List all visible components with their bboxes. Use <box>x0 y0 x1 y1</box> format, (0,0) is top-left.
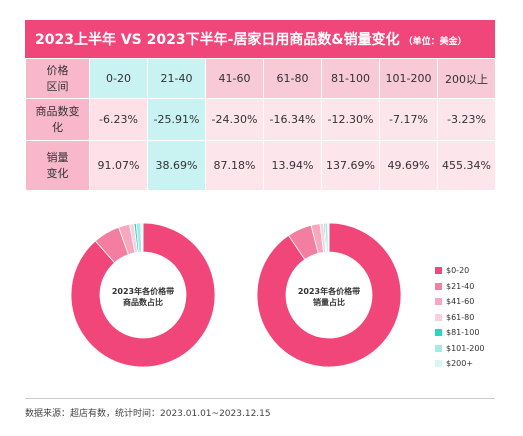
legend-item: $0-20 <box>435 263 485 279</box>
donut-center-label-product-count: 2023年各价格带 商品数占比 <box>103 286 183 308</box>
price-range-cell: 200以上 <box>437 58 496 99</box>
donut-slice-200-plus <box>140 222 144 253</box>
legend-label: $61-80 <box>446 312 475 322</box>
table-cell: -24.30% <box>205 98 264 141</box>
legend-swatch <box>435 329 442 337</box>
legend-item: $101-200 <box>435 341 485 357</box>
footer-divider <box>25 398 495 399</box>
price-range-cell: 61-80 <box>263 58 322 99</box>
table-row-sales: 销量变化 91.07% 38.69% 87.18% 13.94% 137.69%… <box>25 140 496 191</box>
table-cell: 91.07% <box>89 140 148 191</box>
row-label: 商品数变化 <box>25 98 90 141</box>
price-range-table: 价格区间 0-20 21-40 41-60 61-80 81-100 101-2… <box>25 58 496 191</box>
table-cell: 49.69% <box>379 140 438 191</box>
price-range-cell: 0-20 <box>89 58 148 99</box>
legend-item: $41-60 <box>435 294 485 310</box>
legend-label: $200+ <box>446 359 474 369</box>
row-label: 销量变化 <box>25 140 90 191</box>
price-range-cell: 101-200 <box>379 58 438 99</box>
table-cell: 455.34% <box>437 140 496 191</box>
legend-item: $200+ <box>435 356 485 372</box>
table-cell: 87.18% <box>205 140 264 191</box>
legend-label: $81-100 <box>446 328 480 338</box>
donut-center-label-sales: 2023年各价格带 销量占比 <box>289 286 369 308</box>
center-label-line: 2023年各价格带 <box>111 287 175 296</box>
legend-swatch <box>435 298 442 306</box>
legend-swatch <box>435 282 442 290</box>
row-label-text: 销量变化 <box>46 150 69 180</box>
table-cell: -6.23% <box>89 98 148 141</box>
table-cell: 137.69% <box>321 140 380 191</box>
data-source: 数据来源：超店有数，统计时间：2023.01.01~2023.12.15 <box>25 409 271 419</box>
donut-chart-sales <box>256 222 402 368</box>
legend-swatch <box>435 313 442 321</box>
header-price-range: 价格区间 <box>25 58 90 99</box>
chart-title-unit: （单位：美金） <box>403 37 467 47</box>
table-cell: -25.91% <box>147 98 206 141</box>
table-cell: -16.34% <box>263 98 322 141</box>
legend-item: $61-80 <box>435 310 485 326</box>
legend-swatch <box>435 360 442 368</box>
center-label-line: 销量占比 <box>313 298 345 307</box>
table-cell: -7.17% <box>379 98 438 141</box>
chart-title-bar: 2023上半年 VS 2023下半年-居家日用商品数&销量变化 （单位：美金） <box>25 20 495 58</box>
legend-label: $0-20 <box>446 266 470 276</box>
donut-slice-200-plus <box>327 222 330 253</box>
legend-label: $41-60 <box>446 297 475 307</box>
donut-chart-product-count <box>70 222 216 368</box>
donut-slice-020 <box>256 222 402 368</box>
legend-swatch <box>435 344 442 352</box>
table-cell: -3.23% <box>437 98 496 141</box>
price-range-cell: 41-60 <box>205 58 264 99</box>
table-cell: 38.69% <box>147 140 206 191</box>
table-cell: 13.94% <box>263 140 322 191</box>
donut-slice-020 <box>70 222 216 368</box>
legend: $0-20 $21-40 $41-60 $61-80 $81-100 $101-200 $2… <box>435 263 485 372</box>
legend-item: $21-40 <box>435 279 485 295</box>
legend-item: $81-100 <box>435 325 485 341</box>
legend-label: $21-40 <box>446 281 475 291</box>
price-range-cell: 21-40 <box>147 58 206 99</box>
legend-label: $101-200 <box>446 343 485 353</box>
table-cell: -12.30% <box>321 98 380 141</box>
center-label-line: 商品数占比 <box>123 298 163 307</box>
table-row-product-count: 商品数变化 -6.23% -25.91% -24.30% -16.34% -12… <box>25 98 496 141</box>
center-label-line: 2023年各价格带 <box>297 287 361 296</box>
table-header-row: 价格区间 0-20 21-40 41-60 61-80 81-100 101-2… <box>25 58 496 99</box>
legend-swatch <box>435 267 442 275</box>
header-label: 价格区间 <box>46 63 69 93</box>
chart-title: 2023上半年 VS 2023下半年-居家日用商品数&销量变化 <box>35 32 400 48</box>
price-range-cell: 81-100 <box>321 58 380 99</box>
row-label-text: 商品数变化 <box>35 104 80 134</box>
